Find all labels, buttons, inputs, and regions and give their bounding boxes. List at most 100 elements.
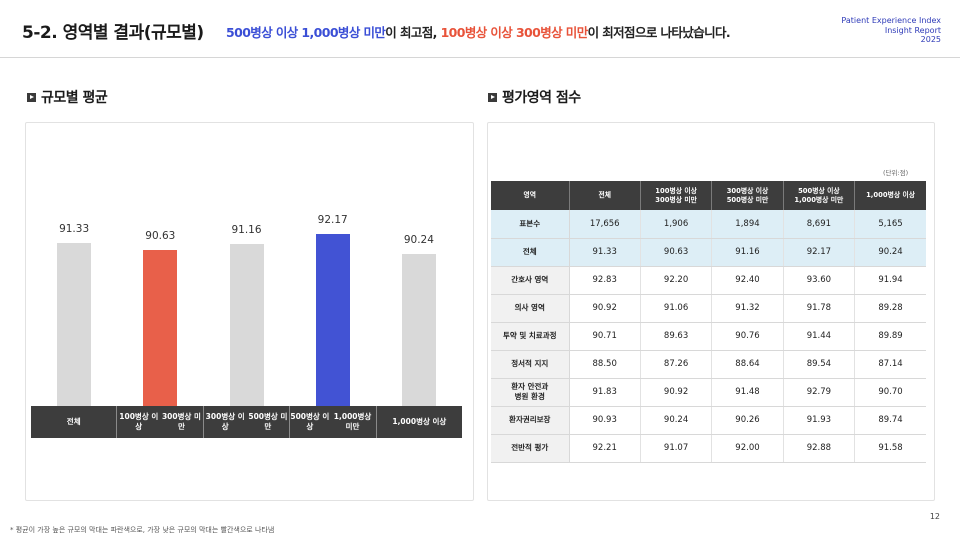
table-cell: 91.06 <box>639 294 712 323</box>
table-cell: 90.26 <box>711 406 784 435</box>
table-row-label: 간호사 영역 <box>491 266 570 295</box>
chart-value-label: 91.16 <box>231 224 262 237</box>
table-row-label: 환자 안전과 병원 환경 <box>491 378 570 407</box>
table-column-header: 500병상 이상 1,000병상 미만 <box>783 181 856 210</box>
table-row: 간호사 영역 92.83 92.20 92.40 93.60 91.94 <box>491 266 926 295</box>
table-cell: 8,691 <box>782 210 855 239</box>
table-cell: 92.40 <box>711 266 784 295</box>
subtitle-text-1: 이 최고점, <box>385 25 441 40</box>
table-cell: 90.93 <box>568 406 641 435</box>
page-title: 5-2. 영역별 결과(규모별) <box>22 23 204 43</box>
table-cell: 91.58 <box>854 434 926 463</box>
table-cell: 90.76 <box>711 322 784 351</box>
right-section-title: 평가영역 점수 <box>488 87 581 107</box>
table-cell: 88.50 <box>568 350 641 379</box>
report-brand: Patient Experience Index Insight Report … <box>841 16 941 45</box>
chart-category-label: 100병상 이상 300병상 미만 <box>117 406 204 438</box>
table-row: 전체 91.33 90.63 91.16 92.17 90.24 <box>491 238 926 267</box>
subtitle-text-2: 이 최저점으로 나타났습니다. <box>587 25 731 40</box>
table-cell: 92.17 <box>782 238 855 267</box>
brand-line-2: Insight Report <box>884 25 941 35</box>
right-section-title-text: 평가영역 점수 <box>502 90 581 106</box>
table-cell: 91.33 <box>568 238 641 267</box>
subtitle-highest-group: 500병상 이상 1,000병상 미만 <box>226 25 386 40</box>
table-cell: 90.63 <box>639 238 712 267</box>
table-column-header: 전체 <box>569 181 641 210</box>
table-unit-label: (단위:점) <box>883 169 909 177</box>
table-cell: 89.89 <box>854 322 926 351</box>
left-section-title-text: 규모별 평균 <box>41 90 108 106</box>
table-cell: 91.44 <box>782 322 855 351</box>
table-cell: 91.32 <box>711 294 784 323</box>
page-subtitle: 500병상 이상 1,000병상 미만이 최고점, 100병상 이상 300병상… <box>226 22 731 41</box>
table-cell: 92.20 <box>639 266 712 295</box>
chart-bar <box>57 242 92 406</box>
table-row-label: 투약 및 치료과정 <box>491 322 570 351</box>
table-row-label: 전반적 평가 <box>491 434 570 463</box>
table-cell: 92.88 <box>782 434 855 463</box>
table-row-label: 환자권리보장 <box>491 406 570 435</box>
chart-value-label: 92.17 <box>317 214 348 227</box>
table-cell: 1,906 <box>639 210 712 239</box>
table-cell: 91.16 <box>711 238 784 267</box>
table-cell: 91.78 <box>782 294 855 323</box>
table-cell: 91.94 <box>854 266 926 295</box>
table-row-label: 표본수 <box>491 210 570 239</box>
table-cell: 92.21 <box>568 434 641 463</box>
chart-bar <box>315 234 350 406</box>
chart-bar <box>143 249 178 406</box>
table-cell: 89.63 <box>639 322 712 351</box>
table-cell: 89.28 <box>854 294 926 323</box>
table-cell: 89.54 <box>782 350 855 379</box>
table-row-label: 전체 <box>491 238 570 267</box>
table-cell: 1,894 <box>711 210 784 239</box>
footnote: * 평균이 가장 높은 규모의 막대는 파란색으로, 가장 낮은 규모의 막대는… <box>10 526 275 534</box>
table-cell: 92.79 <box>782 378 855 407</box>
page-header: 5-2. 영역별 결과(규모별) 500병상 이상 1,000병상 미만이 최고… <box>0 0 960 58</box>
table-cell: 91.93 <box>782 406 855 435</box>
table-body: 표본수 17,656 1,906 1,894 8,691 5,165 전체 91.33 90.6… <box>491 210 926 463</box>
table-row: 투약 및 치료과정 90.71 89.63 90.76 91.44 89.89 <box>491 322 926 351</box>
table-cell: 91.83 <box>568 378 641 407</box>
table-cell: 92.83 <box>568 266 641 295</box>
chart-value-label: 91.33 <box>59 222 90 235</box>
chart-bar <box>401 253 436 406</box>
table-cell: 88.64 <box>711 350 784 379</box>
score-table: 영역 전체 100병상 이상 300병상 미만 300병상 이상 500병상 미만 500병… <box>491 181 926 463</box>
table-cell: 5,165 <box>854 210 926 239</box>
chart-category-axis: 전체 100병상 이상 300병상 미만 300병상 이상 500병상 미만 500병상 … <box>31 406 462 438</box>
brand-line-1: Patient Experience Index <box>841 16 941 25</box>
table-column-header: 100병상 이상 300병상 미만 <box>640 181 713 210</box>
table-cell: 92.00 <box>711 434 784 463</box>
section-arrow-icon <box>27 92 36 102</box>
table-row-label: 의사 영역 <box>491 294 570 323</box>
table-cell: 90.24 <box>639 406 712 435</box>
table-column-header: 1,000병상 이상 <box>854 181 926 210</box>
table-cell: 91.07 <box>639 434 712 463</box>
chart-category-label: 1,000병상 이상 <box>392 417 447 426</box>
chart-category-label: 전체 <box>31 406 118 438</box>
table-cell: 89.74 <box>854 406 926 435</box>
page-number: 12 <box>929 512 940 521</box>
table-row: 의사 영역 90.92 91.06 91.32 91.78 89.28 <box>491 294 926 323</box>
chart-category-label: 300병상 이상 500병상 미만 <box>204 406 291 438</box>
table-cell: 17,656 <box>568 210 641 239</box>
subtitle-lowest-group: 100병상 이상 300병상 미만 <box>440 25 589 40</box>
chart-bar <box>229 244 264 406</box>
table-row: 정서적 지지 88.50 87.26 88.64 89.54 87.14 <box>491 350 926 379</box>
table-row: 표본수 17,656 1,906 1,894 8,691 5,165 <box>491 210 926 239</box>
table-cell: 87.26 <box>639 350 712 379</box>
table-cell: 90.92 <box>568 294 641 323</box>
table-cell: 87.14 <box>854 350 926 379</box>
table-cell: 90.70 <box>854 378 926 407</box>
chart-value-label: 90.24 <box>403 233 434 246</box>
table-cell: 90.92 <box>639 378 712 407</box>
chart-value-label: 90.63 <box>145 229 176 242</box>
brand-line-3: 2025 <box>920 35 941 44</box>
table-header-row: 영역 전체 100병상 이상 300병상 미만 300병상 이상 500병상 미만 500병… <box>491 181 926 210</box>
table-cell: 90.24 <box>854 238 926 267</box>
table-cell: 93.60 <box>782 266 855 295</box>
table-column-header: 영역 <box>491 181 570 210</box>
table-cell: 91.48 <box>711 378 784 407</box>
table-row-label: 정서적 지지 <box>491 350 570 379</box>
